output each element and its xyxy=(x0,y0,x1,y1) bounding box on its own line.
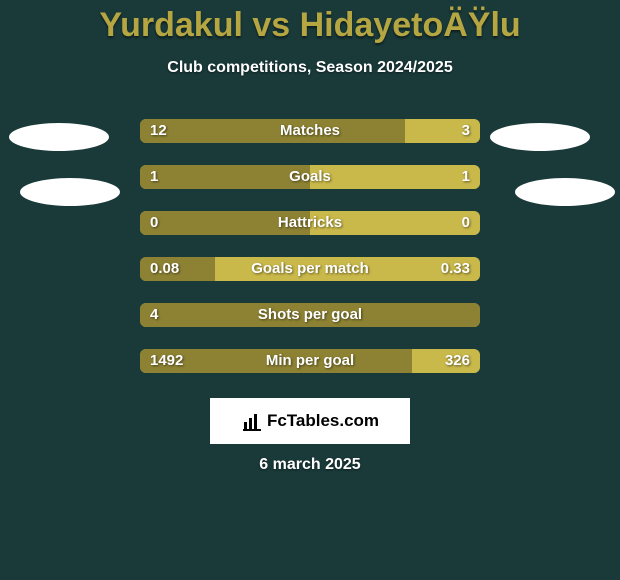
stat-bar-left xyxy=(140,119,405,143)
stat-bar-left xyxy=(140,165,310,189)
stat-value-right: 1 xyxy=(462,168,470,185)
stat-value-right: 326 xyxy=(445,352,470,369)
page-subtitle: Club competitions, Season 2024/2025 xyxy=(0,59,620,77)
stat-value-left: 1492 xyxy=(150,352,183,369)
logo-box: FcTables.com xyxy=(210,398,410,444)
stat-value-right: 0.33 xyxy=(441,260,470,277)
stat-bar-left xyxy=(140,303,480,327)
comparison-bars: 123Matches11Goals00Hattricks0.080.33Goal… xyxy=(0,107,620,387)
stat-row: 11Goals xyxy=(140,165,480,189)
stat-value-left: 0.08 xyxy=(150,260,179,277)
logo-text: FcTables.com xyxy=(267,411,379,431)
stat-value-left: 12 xyxy=(150,122,167,139)
stat-value-right: 0 xyxy=(462,214,470,231)
stat-row: 123Matches xyxy=(140,119,480,143)
stat-value-left: 0 xyxy=(150,214,158,231)
stat-bar-right xyxy=(310,165,480,189)
stat-value-left: 1 xyxy=(150,168,158,185)
stat-row: 0.080.33Goals per match xyxy=(140,257,480,281)
stat-value-left: 4 xyxy=(150,306,158,323)
date-label: 6 march 2025 xyxy=(0,456,620,474)
page-title: Yurdakul vs HidayetoÄŸlu xyxy=(0,0,620,45)
stat-row: 00Hattricks xyxy=(140,211,480,235)
stat-row: 4Shots per goal xyxy=(140,303,480,327)
bar-chart-icon xyxy=(241,410,263,432)
stat-value-right: 3 xyxy=(462,122,470,139)
comparison-graphic: Yurdakul vs HidayetoÄŸlu Club competitio… xyxy=(0,0,620,580)
stat-bar-left xyxy=(140,211,310,235)
stat-row: 1492326Min per goal xyxy=(140,349,480,373)
stat-bar-right xyxy=(310,211,480,235)
